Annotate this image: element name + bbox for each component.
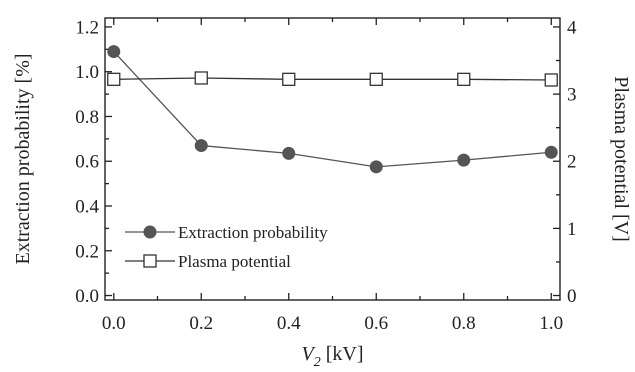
plot-frame (104, 17, 561, 301)
y-left-tick-label: 0.4 (75, 197, 99, 218)
legend: Extraction probability Plasma potential (125, 223, 328, 271)
y-right-tick-label: 2 (567, 152, 577, 173)
y-right-tick-label: 1 (567, 219, 577, 240)
data-point (457, 153, 471, 167)
legend-marker (143, 225, 157, 239)
y-left-tick-label: 0.8 (75, 107, 99, 128)
series-layer (107, 45, 558, 174)
data-point (107, 45, 121, 59)
y-left-tick-label: 0.6 (75, 152, 99, 173)
x-tick-label: 0.4 (277, 313, 301, 334)
x-axis-title-unit: [kV] (321, 343, 364, 365)
y-left-tick-label: 1.2 (75, 17, 99, 38)
axes (104, 17, 561, 301)
legend-label: Extraction probability (178, 223, 328, 242)
x-axis-title-variable: V (302, 343, 317, 365)
data-point (544, 145, 558, 159)
series-line (113, 77, 552, 81)
x-tick-label: 0.0 (102, 313, 126, 334)
x-tick-label: 0.6 (364, 313, 388, 334)
y-axis-right-title: Plasma potential [V] (610, 76, 632, 242)
data-point (282, 146, 296, 160)
legend-label: Plasma potential (178, 252, 291, 271)
x-tick-label: 1.0 (539, 313, 563, 334)
y-left-tick-label: 0.2 (75, 241, 99, 262)
data-point (194, 71, 208, 85)
x-axis-title: V2 [kV] (302, 343, 364, 370)
y-right-tick-label: 0 (567, 286, 577, 307)
y-right-tick-label: 4 (567, 17, 577, 38)
series-line (113, 51, 552, 168)
ticks: 0.0 0.2 0.4 0.6 0.8 1.0 0.0 0.2 0.4 0.6 0.8 1.0 1.2 0… (75, 17, 577, 334)
legend-marker (143, 254, 157, 268)
data-point (544, 73, 558, 87)
data-point (282, 72, 296, 86)
data-point (369, 160, 383, 174)
series-plasma-potential (107, 71, 558, 87)
series-extraction-probability (107, 45, 558, 174)
legend-item: Plasma potential (125, 252, 291, 271)
y-left-tick-label: 0.0 (75, 286, 99, 307)
y-axis-left-title: Extraction probability [%] (12, 53, 34, 264)
data-point (194, 139, 208, 153)
y-left-tick-label: 1.0 (75, 62, 99, 83)
x-tick-label: 0.8 (452, 313, 476, 334)
data-point (107, 72, 121, 86)
y-right-tick-label: 3 (567, 85, 577, 106)
legend-item: Extraction probability (125, 223, 328, 242)
data-point (369, 72, 383, 86)
x-tick-label: 0.2 (189, 313, 213, 334)
x-axis-title-subscript: 2 (314, 355, 321, 370)
data-point (457, 72, 471, 86)
